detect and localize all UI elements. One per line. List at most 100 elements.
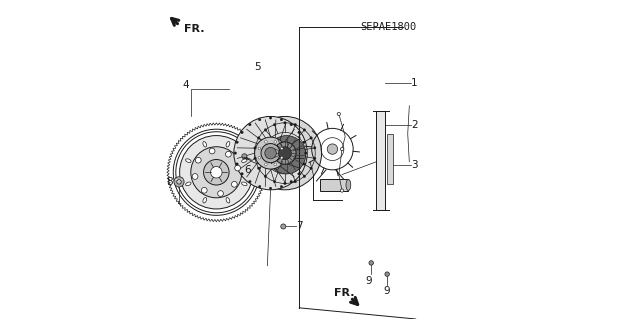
Circle shape xyxy=(235,165,241,171)
Ellipse shape xyxy=(242,159,247,162)
Circle shape xyxy=(298,131,300,134)
Circle shape xyxy=(265,163,267,166)
Circle shape xyxy=(280,157,283,159)
Circle shape xyxy=(369,261,373,265)
Circle shape xyxy=(294,180,296,183)
Text: SEPAE1800: SEPAE1800 xyxy=(360,22,417,32)
Circle shape xyxy=(234,116,307,190)
Circle shape xyxy=(202,188,207,193)
Circle shape xyxy=(265,147,276,159)
Text: 4: 4 xyxy=(182,79,189,90)
Circle shape xyxy=(284,182,286,185)
Circle shape xyxy=(305,152,307,154)
Text: 7: 7 xyxy=(296,221,303,232)
Circle shape xyxy=(280,118,283,121)
Circle shape xyxy=(195,157,201,163)
Circle shape xyxy=(257,167,260,170)
Circle shape xyxy=(236,141,238,144)
Circle shape xyxy=(218,191,223,197)
Text: 5: 5 xyxy=(255,62,261,72)
Ellipse shape xyxy=(242,182,247,186)
Circle shape xyxy=(236,163,238,165)
Text: FR.: FR. xyxy=(333,288,354,298)
Circle shape xyxy=(310,167,312,170)
Circle shape xyxy=(385,272,389,276)
Circle shape xyxy=(264,175,267,178)
Circle shape xyxy=(340,189,344,192)
Circle shape xyxy=(314,147,316,149)
Ellipse shape xyxy=(203,197,207,203)
Circle shape xyxy=(281,224,286,229)
Circle shape xyxy=(303,129,306,131)
Circle shape xyxy=(258,157,260,159)
Circle shape xyxy=(264,129,267,131)
Circle shape xyxy=(258,147,260,150)
Circle shape xyxy=(269,117,272,119)
Circle shape xyxy=(174,177,184,187)
Circle shape xyxy=(261,144,280,163)
Circle shape xyxy=(232,182,237,187)
Circle shape xyxy=(284,122,286,124)
Circle shape xyxy=(204,160,229,185)
Circle shape xyxy=(191,147,242,198)
Circle shape xyxy=(327,144,338,154)
Text: 2: 2 xyxy=(411,120,417,130)
Circle shape xyxy=(303,175,306,178)
Circle shape xyxy=(294,123,296,126)
Circle shape xyxy=(248,116,321,190)
Ellipse shape xyxy=(226,142,230,147)
Ellipse shape xyxy=(186,182,191,186)
Text: 9: 9 xyxy=(384,286,390,296)
Bar xyxy=(387,134,393,184)
Circle shape xyxy=(225,151,231,157)
Circle shape xyxy=(340,147,344,151)
Circle shape xyxy=(337,112,340,115)
Circle shape xyxy=(242,154,247,159)
Circle shape xyxy=(255,137,287,169)
Text: FR.: FR. xyxy=(184,24,205,34)
Text: 1: 1 xyxy=(411,78,417,88)
Circle shape xyxy=(211,167,222,178)
Circle shape xyxy=(280,185,283,188)
Text: 9: 9 xyxy=(365,276,372,286)
Circle shape xyxy=(268,136,306,174)
Circle shape xyxy=(248,123,251,126)
Circle shape xyxy=(278,147,291,160)
Circle shape xyxy=(241,131,243,134)
Circle shape xyxy=(265,141,267,143)
Circle shape xyxy=(259,118,261,121)
Circle shape xyxy=(234,152,237,154)
Text: 3: 3 xyxy=(411,160,417,170)
Circle shape xyxy=(298,173,300,175)
Circle shape xyxy=(274,163,276,166)
Circle shape xyxy=(192,174,198,179)
Text: 6: 6 xyxy=(244,165,251,175)
Circle shape xyxy=(248,180,251,183)
Circle shape xyxy=(180,136,253,209)
Circle shape xyxy=(254,147,257,149)
Ellipse shape xyxy=(226,197,230,203)
Circle shape xyxy=(273,180,276,183)
Circle shape xyxy=(274,141,276,143)
Circle shape xyxy=(254,157,257,160)
Circle shape xyxy=(280,147,283,150)
Circle shape xyxy=(257,137,260,139)
Ellipse shape xyxy=(203,142,207,147)
Circle shape xyxy=(290,180,292,183)
Circle shape xyxy=(177,180,181,184)
Circle shape xyxy=(259,185,261,188)
Circle shape xyxy=(290,123,292,126)
Circle shape xyxy=(209,148,215,154)
Ellipse shape xyxy=(346,179,351,190)
Circle shape xyxy=(303,163,305,165)
Circle shape xyxy=(303,141,305,144)
Circle shape xyxy=(274,142,296,164)
Circle shape xyxy=(314,157,316,160)
Text: 8: 8 xyxy=(166,177,173,187)
Bar xyxy=(320,179,348,190)
Circle shape xyxy=(269,187,272,189)
Bar xyxy=(376,111,385,210)
Circle shape xyxy=(241,173,243,175)
Circle shape xyxy=(273,123,276,126)
Ellipse shape xyxy=(186,159,191,162)
